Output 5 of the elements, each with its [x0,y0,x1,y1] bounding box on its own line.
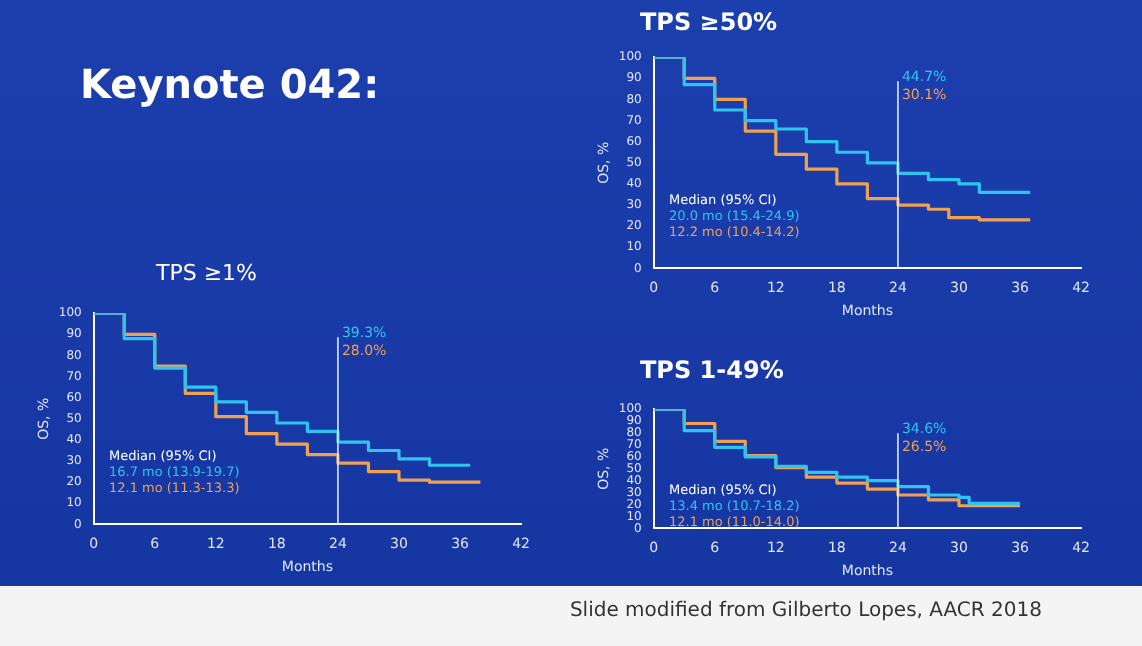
chart-title: TPS ≥50% [640,8,778,36]
chart-subtitle: TPS ≥1% [156,260,257,286]
chart-title: TPS 1-49% [640,356,784,384]
text: Slide modified from Gilberto Lopes, AACR 2018 [569,600,1042,622]
chart-title: Keynote 042: [80,60,380,108]
